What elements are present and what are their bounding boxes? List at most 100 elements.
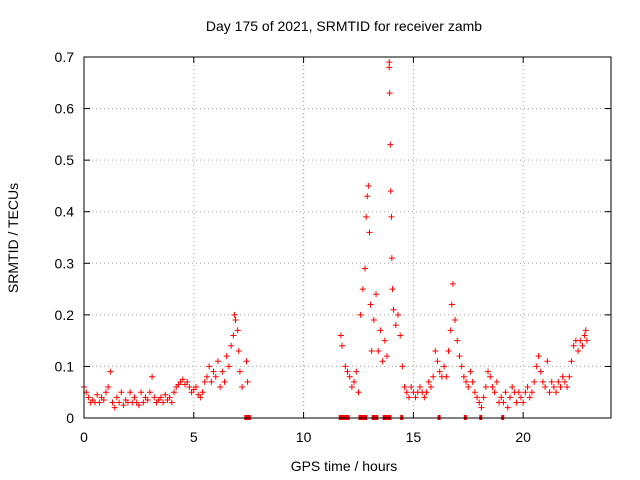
- x-tick-label: 5: [190, 429, 198, 445]
- data-point: [109, 399, 116, 406]
- data-point: [564, 384, 571, 391]
- data-point: [548, 378, 555, 385]
- data-point: [131, 394, 138, 401]
- data-point: [346, 373, 353, 380]
- y-tick-label: 0.6: [55, 101, 75, 117]
- y-tick-label: 0.1: [55, 358, 75, 374]
- data-point: [337, 332, 344, 339]
- x-tick-label: 0: [80, 429, 88, 445]
- data-point: [500, 399, 507, 406]
- data-point: [140, 399, 147, 406]
- data-point: [448, 301, 455, 308]
- data-point: [423, 389, 430, 396]
- data-points: [81, 59, 590, 411]
- data-point: [162, 391, 169, 398]
- data-point: [493, 378, 500, 385]
- data-point: [542, 384, 549, 391]
- data-point: [487, 373, 494, 380]
- data-point: [581, 332, 588, 339]
- data-point: [416, 384, 423, 391]
- data-point: [179, 376, 186, 383]
- data-point: [544, 358, 551, 365]
- data-point: [550, 384, 557, 391]
- x-tick-label: 15: [406, 429, 422, 445]
- data-point: [524, 384, 531, 391]
- data-point: [377, 327, 384, 334]
- data-point: [111, 404, 118, 411]
- data-point: [465, 384, 472, 391]
- data-point: [244, 378, 251, 385]
- data-point: [452, 317, 459, 324]
- data-point: [546, 389, 553, 396]
- y-tick-label: 0.7: [55, 49, 75, 65]
- y-tick-label: 0.3: [55, 255, 75, 271]
- data-point: [357, 311, 364, 318]
- data-point: [370, 317, 377, 324]
- data-point: [478, 404, 485, 411]
- data-point: [364, 193, 371, 200]
- data-point: [225, 363, 232, 370]
- data-point: [555, 378, 562, 385]
- data-point: [102, 389, 109, 396]
- data-point: [184, 378, 191, 385]
- x-tick-label: 20: [515, 429, 531, 445]
- data-point: [520, 399, 527, 406]
- y-tick-label: 0.2: [55, 307, 75, 323]
- data-point: [359, 286, 366, 293]
- data-point: [107, 368, 114, 375]
- y-axis-label: SRMTID / TECUs: [5, 183, 21, 293]
- data-point: [135, 402, 142, 409]
- x-tick-label: 10: [296, 429, 312, 445]
- axis-ticks: 0 5 10 15 20 0 0.1 0.2 0.3 0.4 0.5 0.6 0.7: [55, 49, 611, 445]
- data-point: [214, 358, 221, 365]
- data-point: [408, 384, 415, 391]
- y-tick-label: 0: [66, 410, 74, 426]
- data-point: [528, 389, 535, 396]
- data-point: [533, 363, 540, 370]
- data-point: [389, 286, 396, 293]
- data-point: [168, 399, 175, 406]
- data-point: [482, 384, 489, 391]
- data-point: [506, 394, 513, 401]
- data-point: [373, 291, 380, 298]
- y-tick-label: 0.4: [55, 204, 75, 220]
- data-point: [509, 384, 516, 391]
- data-point: [105, 384, 112, 391]
- grid-lines: [84, 57, 611, 418]
- data-point: [535, 353, 542, 360]
- data-point: [171, 389, 178, 396]
- data-point: [203, 373, 210, 380]
- data-point: [425, 378, 432, 385]
- data-point: [504, 404, 511, 411]
- data-point: [144, 396, 151, 403]
- data-point: [149, 373, 156, 380]
- data-point: [116, 399, 123, 406]
- data-point: [526, 394, 533, 401]
- data-point: [387, 188, 394, 195]
- data-point: [138, 389, 145, 396]
- data-point: [582, 327, 589, 334]
- data-point: [463, 378, 470, 385]
- data-point: [434, 358, 441, 365]
- data-point: [456, 353, 463, 360]
- data-point: [390, 306, 397, 313]
- data-point: [210, 368, 217, 375]
- data-point: [388, 255, 395, 262]
- data-point: [449, 280, 456, 287]
- data-point: [362, 265, 369, 272]
- data-point: [458, 363, 465, 370]
- data-point: [387, 141, 394, 148]
- data-point: [160, 399, 167, 406]
- data-point: [539, 378, 546, 385]
- data-point: [344, 368, 351, 375]
- data-point: [342, 363, 349, 370]
- data-point: [157, 394, 164, 401]
- data-point: [197, 394, 204, 401]
- data-point: [467, 368, 474, 375]
- data-point: [454, 337, 461, 344]
- data-point: [363, 213, 370, 220]
- data-point: [476, 399, 483, 406]
- data-point: [235, 347, 242, 354]
- data-point: [186, 384, 193, 391]
